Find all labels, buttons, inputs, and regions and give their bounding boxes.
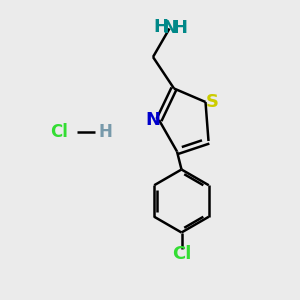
Text: N: N: [162, 19, 177, 37]
Text: H: H: [172, 19, 187, 37]
Text: H: H: [154, 18, 169, 36]
Text: N: N: [145, 111, 160, 129]
Text: H: H: [99, 123, 113, 141]
Text: Cl: Cl: [172, 245, 191, 263]
Text: S: S: [206, 93, 219, 111]
Text: Cl: Cl: [50, 123, 68, 141]
